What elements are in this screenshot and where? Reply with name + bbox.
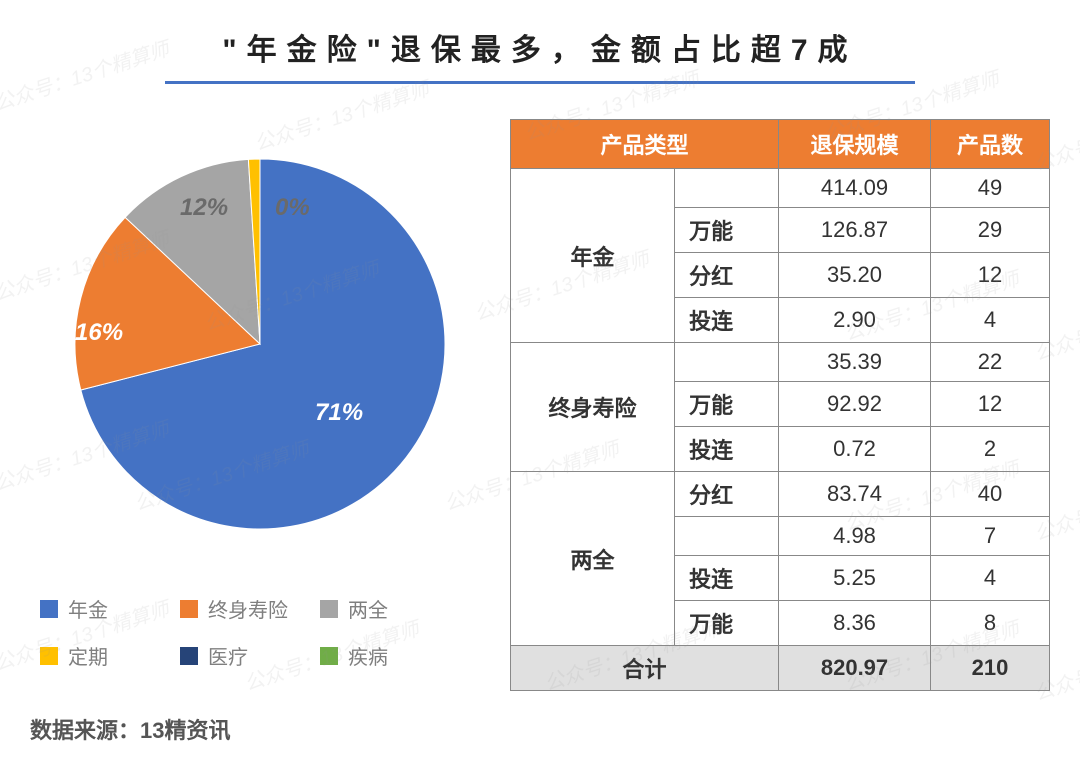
legend-swatch — [320, 600, 338, 618]
legend-label: 医疗 — [208, 641, 248, 670]
table-count-cell: 2 — [931, 427, 1050, 472]
table-scale-cell: 4.98 — [778, 517, 930, 556]
table-scale-cell: 414.09 — [778, 169, 930, 208]
table-total-scale: 820.97 — [778, 646, 930, 691]
table-subtype-cell — [675, 169, 779, 208]
content-row: 71%16%12%0% 年金终身寿险两全定期医疗疾病 产品类型退保规模产品数 年… — [30, 114, 1050, 691]
table-category-cell: 两全 — [511, 472, 675, 646]
table-subtype-cell: 投连 — [675, 427, 779, 472]
legend-item: 医疗 — [180, 641, 320, 670]
table-row: 年金414.0949 — [511, 169, 1050, 208]
table-header: 退保规模 — [778, 120, 930, 169]
table-total-count: 210 — [931, 646, 1050, 691]
table-subtype-cell: 万能 — [675, 208, 779, 253]
table-subtype-cell: 投连 — [675, 556, 779, 601]
left-column: 71% 16% 12% 0% 年金 终身寿险 两全定期 医疗 疾病 — [30, 114, 480, 691]
table-subtype-cell — [675, 517, 779, 556]
table-scale-cell: 83.74 — [778, 472, 930, 517]
table-scale-cell: 8.36 — [778, 601, 930, 646]
table-category-cell: 终身寿险 — [511, 343, 675, 472]
legend-swatch — [40, 647, 58, 665]
legend-swatch — [320, 647, 338, 665]
legend-label: 两全 — [348, 594, 388, 623]
pie-slice-label: 71% — [315, 399, 363, 427]
table-subtype-cell: 分红 — [675, 253, 779, 298]
table-subtype-cell — [675, 343, 779, 382]
title-underline — [165, 81, 915, 84]
table-category-cell: 年金 — [511, 169, 675, 343]
table-total-row: 合计820.97210 — [511, 646, 1050, 691]
legend-label: 定期 — [68, 641, 108, 670]
legend-label: 疾病 — [348, 641, 388, 670]
legend-swatch — [40, 600, 58, 618]
legend-item: 定期 — [40, 641, 180, 670]
data-table: 产品类型退保规模产品数 年金414.0949万能126.8729分红35.201… — [510, 119, 1050, 691]
table-row: 两全分红83.7440 — [511, 472, 1050, 517]
right-column: 产品类型退保规模产品数 年金414.0949万能126.8729分红35.201… — [480, 114, 1050, 691]
legend-item: 两全 — [320, 594, 460, 623]
legend-item: 终身寿险 — [180, 594, 320, 623]
table-scale-cell: 0.72 — [778, 427, 930, 472]
table-scale-cell: 35.20 — [778, 253, 930, 298]
table-scale-cell: 126.87 — [778, 208, 930, 253]
table-scale-cell: 5.25 — [778, 556, 930, 601]
pie-slice-label: 16% — [75, 319, 123, 347]
table-count-cell: 4 — [931, 556, 1050, 601]
table-row: 终身寿险35.3922 — [511, 343, 1050, 382]
table-count-cell: 12 — [931, 382, 1050, 427]
legend-label: 年金 — [68, 594, 108, 623]
table-count-cell: 12 — [931, 253, 1050, 298]
legend-swatch — [180, 647, 198, 665]
table-count-cell: 7 — [931, 517, 1050, 556]
table-count-cell: 8 — [931, 601, 1050, 646]
legend-item: 年金 — [40, 594, 180, 623]
table-header: 产品数 — [931, 120, 1050, 169]
table-total-label: 合计 — [511, 646, 779, 691]
table-subtype-cell: 万能 — [675, 382, 779, 427]
pie-slice-label: 0% — [275, 194, 310, 222]
table-count-cell: 22 — [931, 343, 1050, 382]
table-count-cell: 40 — [931, 472, 1050, 517]
pie-chart: 71% 16% 12% 0% — [60, 144, 460, 544]
page-title: "年金险"退保最多，金额占比超7成 — [30, 25, 1050, 69]
data-source: 数据来源：13精资讯 — [30, 713, 230, 745]
legend-swatch — [180, 600, 198, 618]
table-subtype-cell: 投连 — [675, 298, 779, 343]
legend-label: 终身寿险 — [208, 594, 288, 623]
table-scale-cell: 35.39 — [778, 343, 930, 382]
pie-slice-label: 12% — [180, 194, 228, 222]
legend-item: 疾病 — [320, 641, 460, 670]
table-scale-cell: 92.92 — [778, 382, 930, 427]
table-count-cell: 29 — [931, 208, 1050, 253]
table-scale-cell: 2.90 — [778, 298, 930, 343]
table-subtype-cell: 万能 — [675, 601, 779, 646]
table-subtype-cell: 分红 — [675, 472, 779, 517]
table-header: 产品类型 — [511, 120, 779, 169]
table-count-cell: 4 — [931, 298, 1050, 343]
table-count-cell: 49 — [931, 169, 1050, 208]
legend: 年金 终身寿险 两全定期 医疗 疾病 — [40, 594, 480, 670]
